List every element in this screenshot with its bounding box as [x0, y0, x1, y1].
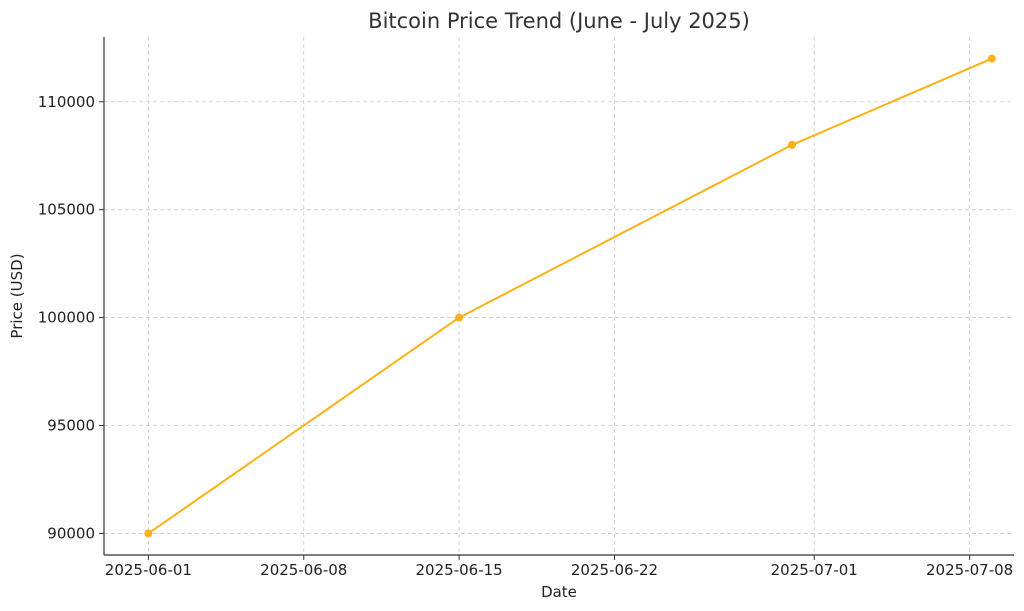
- x-tick-label: 2025-07-08: [926, 561, 1013, 579]
- x-tick-label: 2025-06-01: [105, 561, 192, 579]
- x-tick-label: 2025-06-08: [260, 561, 347, 579]
- data-point: [788, 140, 797, 149]
- data-point: [144, 529, 153, 538]
- series-line: [147, 57, 993, 535]
- series-layer: [144, 54, 996, 538]
- x-axis-label: Date: [541, 583, 577, 601]
- y-axis-label: Price (USD): [8, 253, 26, 338]
- axes: [99, 37, 1014, 560]
- x-tick-label: 2025-06-15: [416, 561, 503, 579]
- y-tick-label: 100000: [38, 309, 95, 327]
- y-tick-label: 95000: [47, 417, 95, 435]
- y-tick-label: 90000: [47, 524, 95, 542]
- y-tick-label: 105000: [38, 201, 95, 219]
- x-tick-label: 2025-06-22: [571, 561, 658, 579]
- chart-title: Bitcoin Price Trend (June - July 2025): [368, 9, 750, 33]
- x-tick-label: 2025-07-01: [771, 561, 858, 579]
- data-point: [987, 54, 996, 63]
- grid: [104, 37, 1014, 555]
- tick-labels: 2025-06-01 2025-06-08 2025-06-15 2025-06-22…: [38, 93, 1013, 579]
- data-point: [455, 313, 464, 322]
- y-tick-label: 110000: [38, 93, 95, 111]
